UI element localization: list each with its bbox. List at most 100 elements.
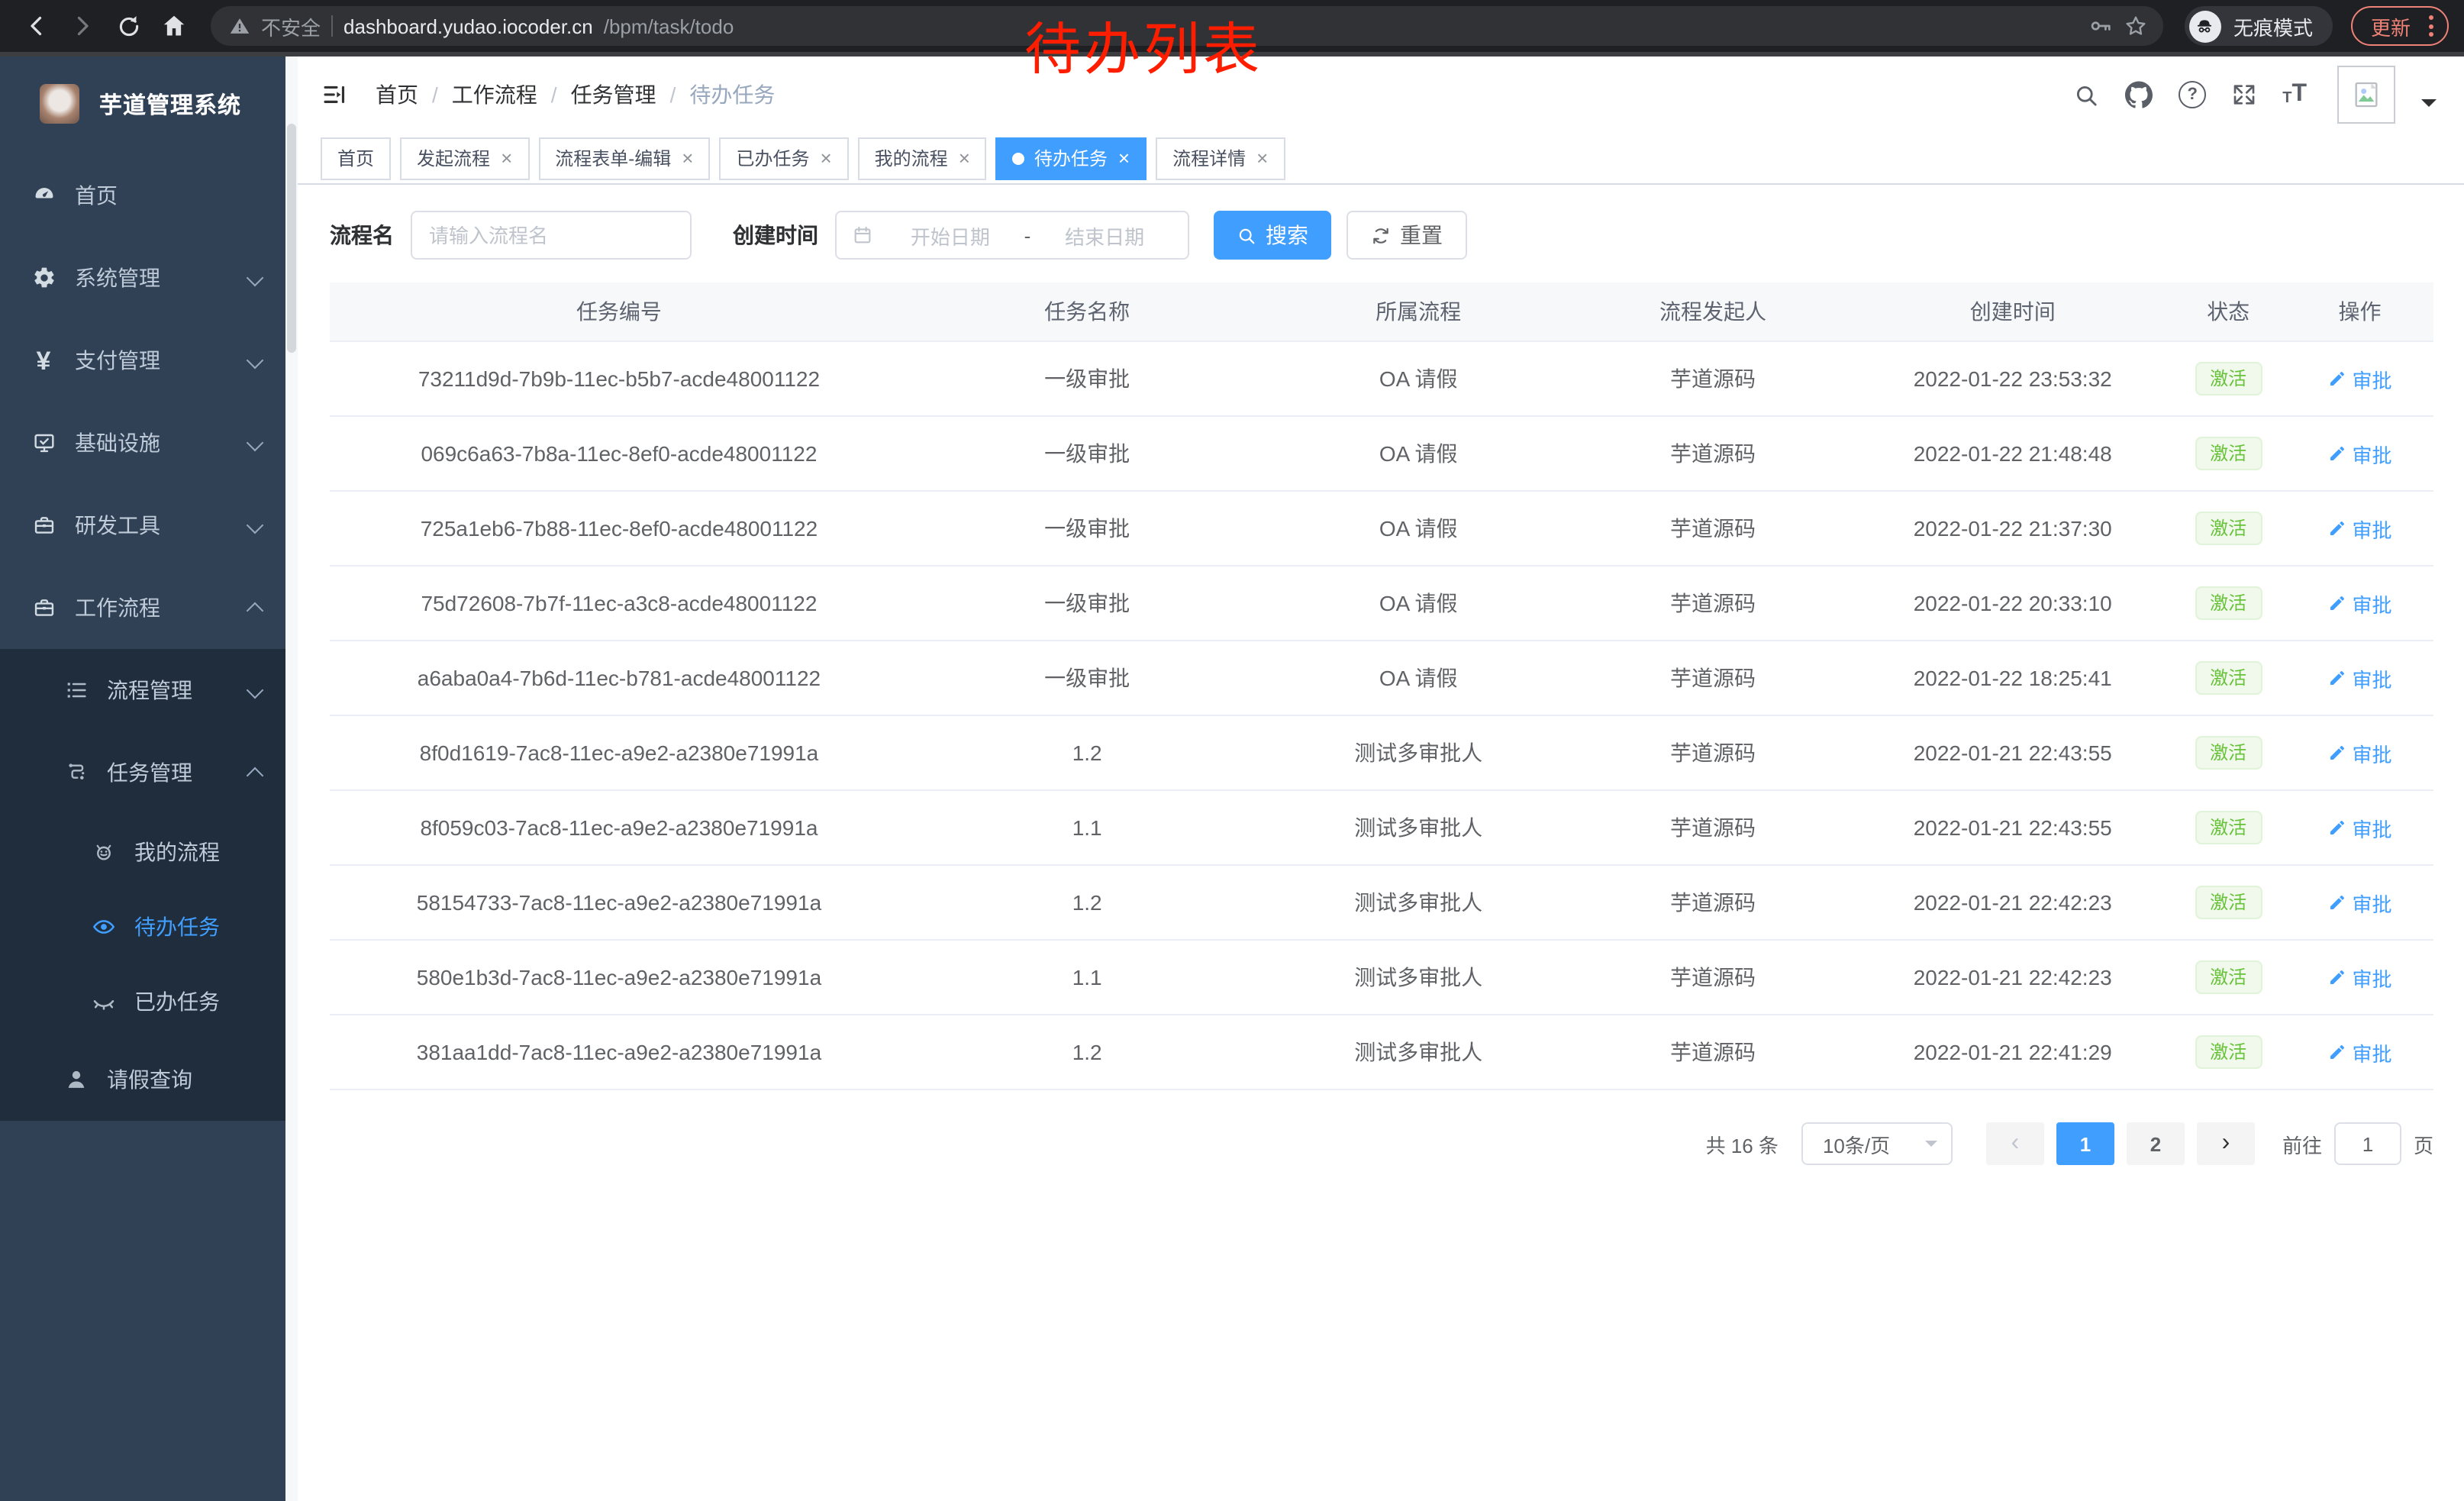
cell-task-name: 1.2: [908, 715, 1266, 791]
approve-button[interactable]: 审批: [2327, 963, 2392, 992]
task-table: 任务编号 任务名称 所属流程 流程发起人 创建时间 状态 操作 73211d9d-7b9b-…: [330, 282, 2433, 1090]
status-badge: 激活: [2195, 960, 2262, 994]
approve-button[interactable]: 审批: [2327, 364, 2392, 393]
page-size-select[interactable]: 10条/页: [1801, 1122, 1953, 1165]
cell-initiator: 芋道源码: [1571, 1015, 1856, 1090]
tab-done[interactable]: 已办任务 ×: [719, 137, 849, 179]
page-button-1[interactable]: 1: [2056, 1122, 2114, 1165]
cell-action: 审批: [2285, 341, 2433, 417]
tab-mine[interactable]: 我的流程 ×: [857, 137, 987, 179]
approve-button[interactable]: 审批: [2327, 514, 2392, 543]
start-date-placeholder: 开始日期: [910, 225, 990, 248]
tab-close-icon[interactable]: ×: [501, 147, 513, 169]
tab-launch[interactable]: 发起流程 ×: [400, 137, 530, 179]
sidebar-item-todo-tasks[interactable]: 待办任务: [0, 889, 298, 964]
tab-todo[interactable]: 待办任务 ×: [995, 137, 1147, 179]
approve-label: 审批: [2352, 967, 2392, 990]
next-page-button[interactable]: ›: [2196, 1122, 2255, 1165]
sidebar-item-my-process[interactable]: 我的流程: [0, 814, 298, 889]
tab-close-icon[interactable]: ×: [1118, 147, 1130, 169]
approve-button[interactable]: 审批: [2327, 888, 2392, 917]
sidebar-item-infra[interactable]: 基础设施: [0, 402, 298, 484]
goto-page-input[interactable]: [2333, 1122, 2401, 1165]
search-icon[interactable]: [2073, 82, 2099, 108]
help-icon[interactable]: ?: [2179, 81, 2207, 108]
cell-create-time: 2022-01-22 21:48:48: [1855, 416, 2171, 492]
sidebar-item-home[interactable]: 首页: [0, 154, 298, 237]
list-icon: [63, 677, 89, 703]
column-header-3: 流程发起人: [1571, 282, 1856, 342]
tab-detail[interactable]: 流程详情 ×: [1156, 137, 1285, 179]
sidebar: 芋道管理系统 首页 系统管理 ¥ 支付管理 基础设施 研发工具 工作流程 流程管理 任务管理 我的…: [0, 56, 298, 1501]
breadcrumb-item[interactable]: 首页: [376, 82, 418, 107]
reset-button[interactable]: 重置: [1346, 211, 1467, 260]
cell-action: 审批: [2285, 491, 2433, 567]
column-header-0: 任务编号: [330, 282, 908, 342]
sidebar-item-workflow[interactable]: 工作流程: [0, 567, 298, 649]
approve-button[interactable]: 审批: [2327, 589, 2392, 618]
update-button[interactable]: 更新: [2350, 6, 2449, 46]
cell-task-id: 73211d9d-7b9b-11ec-b5b7-acde48001122: [330, 341, 908, 417]
approve-button[interactable]: 审批: [2327, 813, 2392, 842]
tab-home[interactable]: 首页: [321, 137, 392, 179]
github-icon[interactable]: [2125, 81, 2153, 108]
process-name-label: 流程名: [330, 223, 394, 247]
browser-home-icon[interactable]: [153, 6, 195, 46]
tab-close-icon[interactable]: ×: [820, 147, 832, 169]
tab-close-icon[interactable]: ×: [958, 147, 970, 169]
eye-closed-icon: [90, 988, 116, 1014]
browser-reload-icon[interactable]: [107, 6, 150, 46]
sidebar-item-done-tasks[interactable]: 已办任务: [0, 964, 298, 1038]
filter-form: 流程名 创建时间 开始日期 - 结束日期 搜索 重: [330, 211, 2433, 260]
sidebar-item-process-mgmt[interactable]: 流程管理: [0, 649, 298, 731]
browser-menu-icon[interactable]: [2423, 15, 2440, 37]
prev-page-button[interactable]: ‹: [1985, 1122, 2044, 1165]
status-badge: 激活: [2195, 586, 2262, 620]
cell-create-time: 2022-01-22 20:33:10: [1855, 566, 2171, 641]
sidebar-item-system[interactable]: 系统管理: [0, 237, 298, 319]
tab-label: 发起流程: [417, 148, 491, 169]
approve-button[interactable]: 审批: [2327, 1038, 2392, 1067]
cell-process-name: OA 请假: [1266, 491, 1571, 567]
browser-forward-icon[interactable]: [61, 6, 104, 46]
pagination-total: 共 16 条: [1705, 1134, 1779, 1157]
tab-close-icon[interactable]: ×: [1256, 147, 1269, 169]
sidebar-item-label: 我的流程: [134, 839, 220, 863]
approve-button[interactable]: 审批: [2327, 738, 2392, 767]
menu-fold-icon[interactable]: [321, 81, 348, 108]
cell-create-time: 2022-01-21 22:42:23: [1855, 940, 2171, 1015]
tab-form-edit[interactable]: 流程表单-编辑 ×: [538, 137, 711, 179]
cell-task-name: 1.2: [908, 865, 1266, 941]
tab-label: 已办任务: [736, 148, 810, 169]
sidebar-item-leave-query[interactable]: 请假查询: [0, 1038, 298, 1121]
password-key-icon[interactable]: [2088, 14, 2113, 38]
sidebar-item-devtools[interactable]: 研发工具: [0, 484, 298, 567]
sidebar-item-payment[interactable]: ¥ 支付管理: [0, 319, 298, 402]
breadcrumb-item[interactable]: 工作流程: [451, 82, 537, 107]
cell-task-id: 381aa1dd-7ac8-11ec-a9e2-a2380e71991a: [330, 1015, 908, 1090]
browser-back-icon[interactable]: [15, 6, 58, 46]
search-button[interactable]: 搜索: [1214, 211, 1331, 260]
bookmark-star-icon[interactable]: [2124, 14, 2148, 38]
tab-close-icon[interactable]: ×: [682, 147, 694, 169]
pagination: 共 16 条 10条/页 ‹ 12 › 前往 页: [330, 1122, 2433, 1165]
eye-icon: [90, 913, 116, 939]
chevron-down-icon: [246, 681, 264, 699]
approve-button[interactable]: 审批: [2327, 663, 2392, 692]
user-avatar[interactable]: [2337, 66, 2395, 124]
approve-button[interactable]: 审批: [2327, 439, 2392, 468]
cell-initiator: 芋道源码: [1571, 641, 1856, 716]
date-range-picker[interactable]: 开始日期 - 结束日期: [835, 211, 1189, 260]
sidebar-item-task-mgmt[interactable]: 任务管理: [0, 731, 298, 814]
user-menu-caret-icon[interactable]: [2421, 99, 2437, 115]
sidebar-scrollbar[interactable]: [285, 56, 298, 1501]
status-badge: 激活: [2195, 362, 2262, 395]
url-bar[interactable]: 不安全 dashboard.yudao.iocoder.cn/bpm/task/…: [211, 6, 2163, 46]
approve-label: 审批: [2352, 743, 2392, 766]
page-button-2[interactable]: 2: [2126, 1122, 2185, 1165]
process-name-input[interactable]: [411, 211, 692, 260]
breadcrumb-item[interactable]: 任务管理: [570, 82, 656, 107]
tab-label: 流程详情: [1172, 148, 1247, 169]
fullscreen-icon[interactable]: [2232, 82, 2256, 107]
